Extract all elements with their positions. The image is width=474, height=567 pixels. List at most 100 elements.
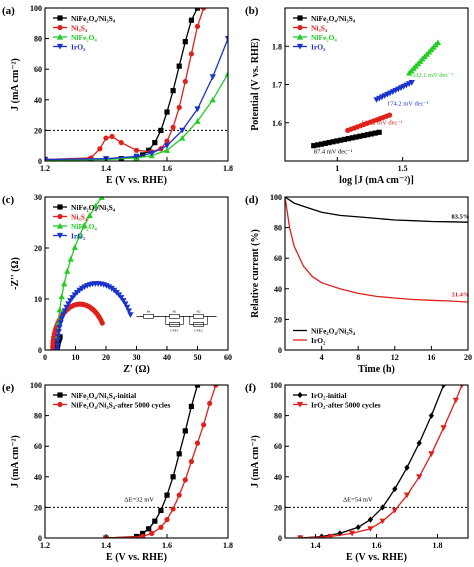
panel-b-series-0-point [376, 129, 382, 135]
panel-e-series-1-point [140, 533, 146, 538]
panel-c-legend-label: Ni₃S₄ [71, 213, 88, 222]
panel-b-legend-marker [296, 43, 304, 50]
panel-d-legend-label: NiFe₂O₄/Ni₃S₄ [311, 327, 356, 336]
panel-b-series-0-point [330, 139, 336, 145]
panel-f-series-1-point [428, 451, 435, 457]
panel-f-series-1-point [297, 535, 304, 538]
panel-d-ytick-label: 80 [274, 224, 282, 233]
panel-d-annotation-0: 83.5% [452, 213, 470, 220]
panel-e-ytick-label: 60 [34, 442, 42, 451]
panel-e-series-1-point [170, 506, 176, 512]
panel-a-series-1-point [182, 78, 188, 85]
panel-f-ytick-label: 100 [270, 381, 282, 390]
panel-c-series-2-point [264, 233, 270, 239]
panel-b-legend-marker [297, 15, 303, 21]
panel-b-annotation-3: 332.1 mV dec⁻¹ [412, 72, 454, 79]
panel-b-series-0-point [334, 138, 340, 144]
panel-f-legend-marker [297, 391, 303, 399]
panel-c-series-2-point [268, 244, 274, 250]
panel-c-xtick-label: 0 [43, 353, 47, 362]
panel-f-series-1-point [367, 526, 374, 532]
panel-b-series-0-point [311, 143, 317, 149]
panel-d-plot-area [285, 197, 468, 303]
panel-c-series-2-point [213, 167, 219, 173]
panel-b-series-0-point [368, 131, 375, 137]
panel-d-annotation-1: 31.4% [452, 291, 470, 298]
panel-f-series-0 [297, 385, 447, 538]
panel-f-label: (f) [245, 382, 256, 394]
panel-f-xlabel: E (V vs. RHE) [346, 552, 407, 563]
panel-e-ytick-label: 100 [30, 381, 42, 390]
panel-f-ytick-label: 80 [274, 412, 282, 421]
panel-c-series-2-point [142, 159, 148, 165]
panel-e-series-0-point [158, 507, 164, 514]
panel-d-xlabel: Time (h) [358, 364, 395, 375]
panel-d-ytick-label: 40 [274, 285, 282, 294]
panel-c-series-2-point [92, 202, 99, 209]
panel-a: (a) 1.2 1.4 1.6 1.8 0 20 40 60 80 100 E (V vs. RHE)… [2, 4, 233, 186]
panel-f-xtick-label: 1.8 [433, 541, 443, 550]
panel-d-xtick-label: 16 [427, 353, 435, 362]
panel-a-legend-marker [56, 33, 64, 40]
panel-a-ytick-label: 100 [30, 4, 42, 13]
circuit-resistor [169, 314, 180, 319]
panel-e-ytick-label: 40 [34, 473, 42, 482]
panel-c-legend-label: IrO₂ [71, 232, 86, 241]
panel-a-series-3-point [209, 74, 216, 80]
panel-c-ytick-label: 20 [34, 244, 42, 253]
panel-c-series-2-point [134, 163, 140, 169]
panel-c-series-3-point [118, 295, 125, 301]
panel-b-ylabel: Potential (V vs. RHE) [250, 38, 261, 131]
panel-b-series-0-point [326, 139, 332, 146]
panel-c-series-0-point [57, 334, 63, 340]
panel-b-legend-label: IrO₂ [311, 43, 326, 52]
panel-a-xtick-label: 1.8 [223, 164, 233, 173]
panel-a-series-1-point [194, 23, 201, 29]
panel-b-series-2-point [434, 39, 442, 46]
panel-f-series-0-point [441, 385, 447, 389]
panel-a-series-2 [45, 70, 228, 161]
panel-a-series-1-point [170, 124, 176, 130]
panel-a-ytick-label: 40 [34, 96, 42, 105]
panel-e-series-0-point [140, 530, 146, 537]
panel-f-annotation-0: ΔE=54 mV [343, 496, 373, 503]
panel-e-series-0-point [182, 428, 188, 434]
panel-a-series-3-point [163, 143, 171, 149]
panel-a-series-0-point [176, 63, 182, 69]
panel-a-series-1-line [45, 8, 205, 161]
panel-d-legend-label: IrO₂ [311, 336, 326, 345]
panel-e-legend-label: NiFe₂O₄/Ni₃S₄-after 5000 cycles [71, 401, 170, 410]
panel-f-series-1 [297, 385, 464, 538]
panel-a-frame [44, 7, 229, 162]
panel-e-series-0-point [170, 474, 176, 480]
panel-d-xtick-label: 8 [356, 353, 360, 362]
panel-b-xtick-label: 1.5 [398, 164, 408, 173]
panel-a-series-3-point [148, 150, 155, 157]
panel-a-xtick-label: 1.4 [101, 164, 111, 173]
panel-f-series-0-point [337, 530, 343, 537]
panel-f-xtick-label: 1.6 [372, 541, 382, 550]
panel-c-series-2-point [198, 159, 204, 165]
panel-f-series-1-point [391, 507, 398, 514]
panel-f-legend-marker [296, 401, 304, 408]
panel-a-label: (a) [2, 5, 15, 17]
panel-e-legend: NiFe₂O₄/Ni₃S₄-initialNiFe₂O₄/Ni₃S₄-after… [53, 391, 170, 410]
panel-a-legend-marker [57, 24, 63, 31]
panel-b-annotation-0: 87.4 mV dec⁻¹ [314, 148, 353, 155]
panel-d-ytick-label: 100 [270, 193, 282, 202]
panel-e-series-0-point [176, 451, 182, 457]
panel-c-series-1-point [99, 320, 105, 326]
panel-d-ytick-label: 20 [274, 315, 282, 324]
panel-e-series-0-point [164, 492, 170, 498]
panel-c-series-2-point [228, 179, 234, 185]
panel-a-plot-area [45, 8, 228, 161]
panel-e-ytick-label: 20 [34, 503, 42, 512]
panel-c-series-3-point [56, 324, 63, 331]
panel-a-series-2-point [209, 96, 216, 103]
panel-c-series-2-point [58, 293, 65, 300]
panel-d-xtick-label: 20 [464, 353, 472, 362]
panel-a-series-2-point [224, 70, 228, 77]
panel-c-ytick-label: 30 [34, 193, 42, 202]
